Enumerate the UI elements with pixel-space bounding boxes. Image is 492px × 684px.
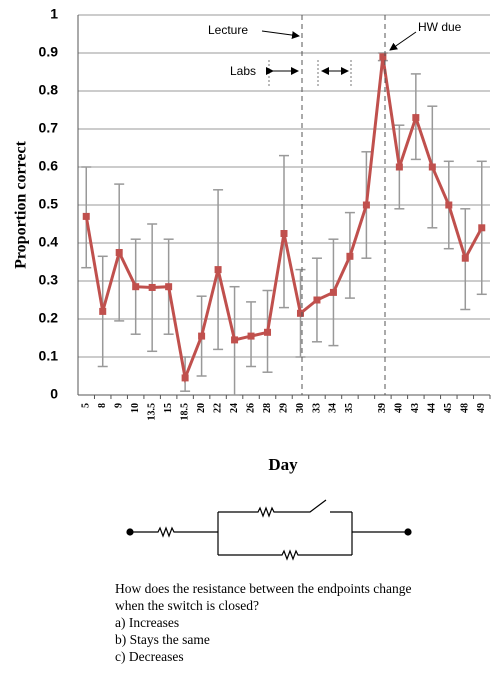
y-tick-label: 0.8 — [39, 82, 59, 98]
x-tick-label: 10 — [130, 403, 141, 413]
y-tick-label: 0.5 — [39, 196, 59, 212]
x-tick-label: 24 — [229, 403, 240, 413]
y-tick-label: 0.2 — [39, 310, 59, 326]
point — [412, 114, 420, 122]
point — [165, 283, 173, 291]
point — [313, 296, 321, 304]
x-tick-label: 8 — [97, 403, 108, 408]
point — [99, 307, 107, 315]
point — [264, 328, 272, 336]
point — [148, 283, 156, 291]
point — [445, 201, 453, 209]
annotation: HW due — [418, 20, 462, 34]
option: a) Increases — [115, 615, 180, 630]
x-tick-label: 20 — [196, 403, 207, 413]
x-tick-label: 43 — [410, 403, 421, 413]
x-tick-label: 13.5 — [146, 403, 157, 421]
point — [214, 266, 222, 274]
point — [379, 53, 387, 61]
x-tick-label: 39 — [377, 403, 388, 413]
x-tick-label: 40 — [394, 403, 405, 413]
chart: Proportion correct Day 0 0.1 0.2 0.3 0.4 0.5 0… — [13, 6, 491, 561]
option: c) Decreases — [115, 649, 184, 664]
point — [461, 254, 469, 262]
point — [115, 249, 123, 256]
point — [181, 374, 189, 382]
question: How does the resistance between the endp… — [115, 580, 415, 665]
option: b) Stays the same — [115, 632, 210, 647]
x-tick-label: 48 — [460, 403, 471, 413]
point — [231, 336, 239, 344]
circuit — [126, 499, 412, 561]
y-tick-label: 0.3 — [39, 272, 59, 288]
y-tick-label: 0.9 — [39, 44, 59, 60]
point — [132, 283, 140, 291]
x-tick-label: 44 — [427, 403, 438, 413]
y-axis-label: Proportion correct — [13, 140, 30, 268]
x-tick-label: 29 — [278, 403, 289, 413]
question-text: How does the resistance between the endp… — [115, 581, 412, 613]
point — [82, 212, 90, 220]
x-axis-label: Day — [268, 455, 298, 474]
point — [329, 288, 337, 296]
x-tick-label: 45 — [443, 403, 454, 413]
x-tick-label: 35 — [344, 403, 355, 413]
arrow — [261, 30, 300, 40]
point — [280, 230, 288, 237]
x-tick-label: 15 — [163, 403, 174, 413]
x-tick-label: 18.5 — [179, 403, 190, 421]
point — [247, 332, 255, 340]
x-tick-label: 49 — [476, 403, 487, 413]
x-tick-label: 28 — [262, 403, 273, 413]
y-tick-label: 0 — [50, 386, 58, 402]
y-tick-label: 0.7 — [39, 120, 59, 136]
point — [346, 252, 354, 260]
x-tick-label: 5 — [81, 403, 92, 408]
x-tick-label: 30 — [295, 403, 306, 413]
x-tick-label: 22 — [212, 403, 223, 413]
point — [296, 309, 304, 317]
x-tick-label: 33 — [311, 403, 322, 413]
point — [362, 201, 370, 209]
x-tick-label: 26 — [245, 403, 256, 413]
y-tick-label: 0.4 — [39, 234, 59, 250]
y-tick-label: 0.6 — [39, 158, 59, 174]
annotation: Labs — [230, 64, 256, 78]
point — [395, 163, 403, 171]
arrow — [389, 31, 417, 51]
point — [198, 332, 206, 340]
point — [478, 224, 486, 232]
y-tick-label: 1 — [50, 6, 58, 22]
annotation: Lecture — [208, 23, 248, 37]
x-tick-label: 34 — [328, 403, 339, 413]
y-tick-label: 0.1 — [39, 348, 59, 364]
x-tick-label: 9 — [113, 403, 124, 408]
point — [428, 163, 436, 171]
